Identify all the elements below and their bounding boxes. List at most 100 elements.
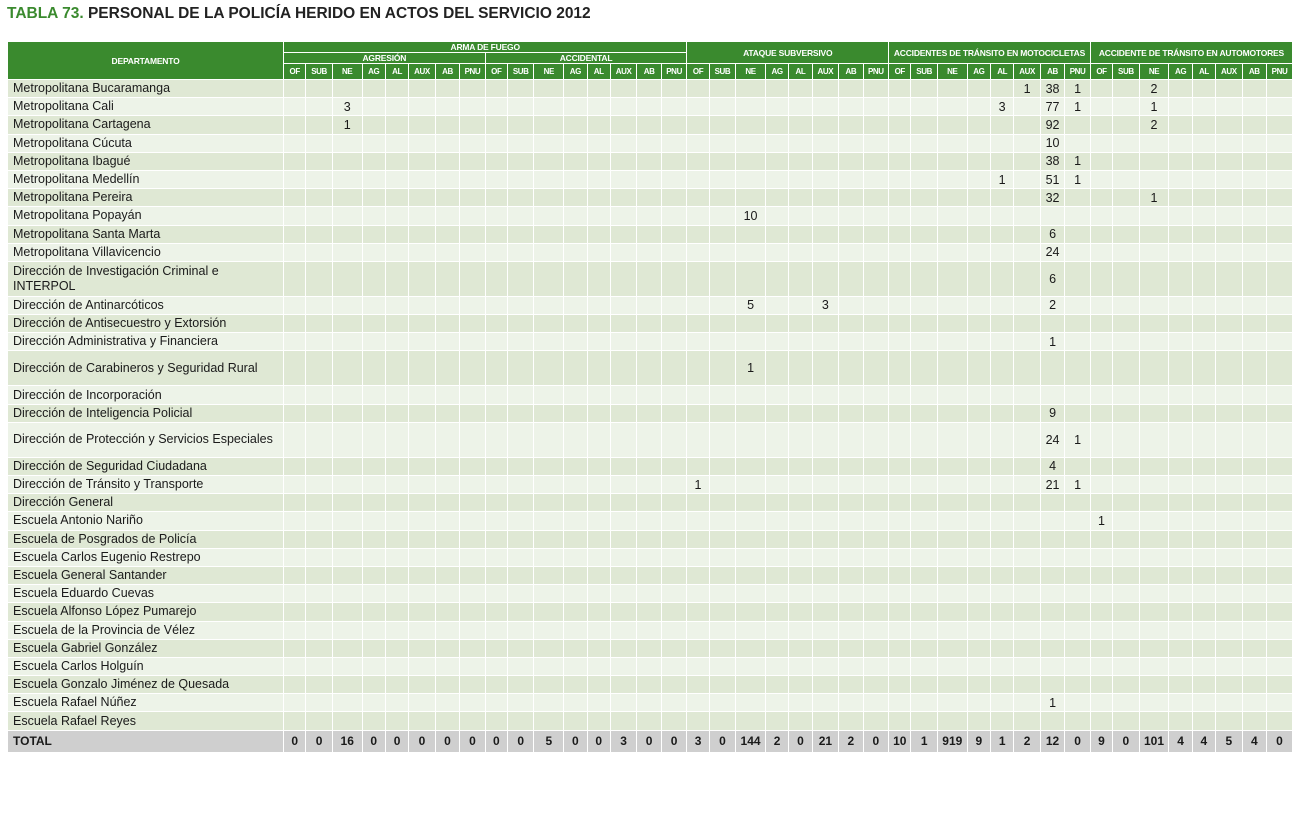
table-cell — [708, 620, 737, 640]
table-cell — [966, 188, 991, 208]
table-cell — [811, 350, 840, 387]
table-cell — [533, 350, 565, 387]
table-cell — [305, 547, 333, 567]
department-name: Escuela Rafael Núñez — [6, 693, 285, 713]
table-cell — [1089, 620, 1114, 640]
table-cell — [1138, 693, 1170, 713]
table-cell — [459, 295, 486, 316]
table-cell — [563, 656, 588, 677]
table-cell — [838, 188, 864, 208]
group-header-firearm: ARMA DE FUEGO — [283, 41, 688, 53]
table-cell: 1 — [1064, 97, 1091, 117]
table-cell — [563, 133, 588, 153]
table-cell — [1168, 314, 1193, 334]
table-cell — [735, 529, 766, 549]
table-cell — [1168, 151, 1193, 171]
table-cell — [1266, 314, 1293, 334]
table-cell — [484, 332, 508, 352]
table-cell — [888, 242, 912, 262]
department-name: Metropolitana Medellín — [6, 169, 285, 190]
table-cell — [533, 711, 565, 731]
table-cell — [283, 547, 307, 567]
table-cell — [1215, 638, 1243, 658]
table-cell — [888, 188, 912, 208]
table-cell — [563, 584, 588, 604]
table-cell — [811, 638, 840, 658]
table-cell — [1089, 711, 1114, 731]
table-cell — [1215, 584, 1243, 604]
table-cell — [1191, 151, 1217, 171]
table-cell — [1112, 620, 1140, 640]
table-cell — [384, 638, 410, 658]
table-cell — [686, 493, 710, 513]
table-cell — [838, 547, 864, 567]
table-cell — [563, 675, 588, 695]
table-cell — [1089, 693, 1114, 713]
table-cell — [361, 474, 386, 495]
department-name: Escuela Rafael Reyes — [6, 711, 285, 731]
table-cell — [686, 656, 710, 677]
table-cell — [686, 403, 710, 423]
table-cell — [434, 151, 461, 171]
table-cell: 1 — [1013, 78, 1041, 99]
table-cell — [586, 511, 611, 531]
table-cell — [506, 115, 535, 135]
table-cell — [384, 224, 410, 244]
table-cell — [1266, 620, 1293, 640]
total-cell: 3 — [686, 729, 710, 753]
department-name: Metropolitana Cúcuta — [6, 133, 285, 153]
table-cell — [331, 206, 363, 226]
table-cell — [636, 584, 662, 604]
department-name: Dirección de Protección y Servicios Espe… — [6, 421, 285, 458]
table-cell — [609, 188, 638, 208]
table-cell — [586, 493, 611, 513]
table-cell — [434, 295, 461, 316]
table-cell — [459, 511, 486, 531]
table-cell — [1039, 511, 1066, 531]
table-cell — [660, 656, 688, 677]
table-cell — [636, 493, 662, 513]
table-cell — [1266, 529, 1293, 549]
table-cell — [533, 314, 565, 334]
table-cell — [888, 350, 912, 387]
table-cell — [1089, 133, 1114, 153]
table-cell — [636, 421, 662, 458]
table-cell — [1266, 493, 1293, 513]
table-cell — [1266, 584, 1293, 604]
table-cell — [764, 206, 790, 226]
group-header-subversive-attack: ATAQUE SUBVERSIVO — [686, 41, 890, 64]
table-cell — [636, 332, 662, 352]
table-cell — [506, 620, 535, 640]
column-header-of: OF — [484, 63, 508, 80]
table-cell — [660, 547, 688, 567]
table-cell — [506, 421, 535, 458]
table-cell — [1112, 403, 1140, 423]
table-cell — [283, 403, 307, 423]
table-cell — [708, 115, 737, 135]
table-cell — [1191, 638, 1217, 658]
table-cell — [660, 151, 688, 171]
table-cell — [1241, 97, 1268, 117]
table-cell — [686, 188, 710, 208]
table-cell — [708, 314, 737, 334]
table-cell — [708, 78, 737, 99]
table-cell — [686, 385, 710, 405]
table-cell — [764, 602, 790, 622]
table-cell — [1215, 133, 1243, 153]
table-cell — [811, 332, 840, 352]
table-cell — [686, 350, 710, 387]
table-cell — [966, 97, 991, 117]
table-cell — [408, 675, 436, 695]
table-cell — [434, 260, 461, 297]
table-cell — [811, 78, 840, 99]
table-cell — [838, 693, 864, 713]
table-cell — [533, 456, 565, 477]
table-cell — [686, 511, 710, 531]
table-cell — [384, 693, 410, 713]
table-cell — [484, 547, 508, 567]
table-cell — [660, 711, 688, 731]
table-cell — [408, 260, 436, 297]
table-cell — [506, 529, 535, 549]
table-cell — [305, 97, 333, 117]
table-cell — [888, 584, 912, 604]
